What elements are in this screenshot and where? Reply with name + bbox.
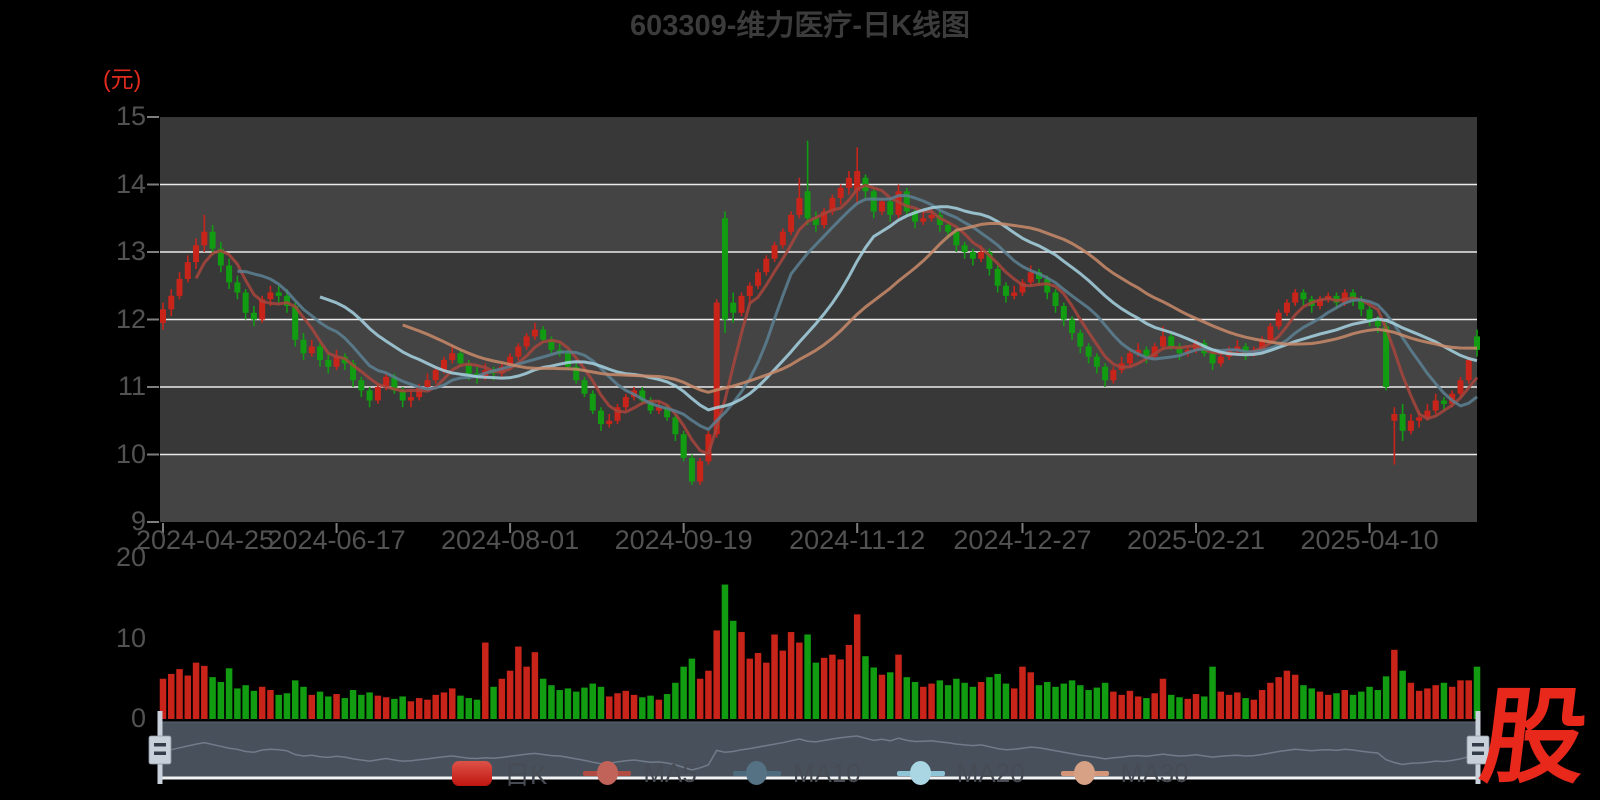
price-axis-label: 10 [115,438,146,469]
legend-item-ma30[interactable]: MA30 [1060,757,1189,789]
navigator[interactable] [148,711,1490,784]
legend-label-ma5: MA5 [643,757,697,788]
date-axis-label: 2024-04-25 [135,525,275,555]
date-axis-label: 2025-02-21 [1126,525,1266,555]
price-axis-label: 9 [130,506,146,536]
ma30-line [402,222,1477,394]
volume-axis-label: 20 [115,542,146,572]
volume-axis-label: 10 [115,622,146,653]
date-axis-label: 2024-11-12 [789,525,926,555]
legend-item-ma5[interactable]: MA5 [583,757,697,789]
volume-axis-label: 0 [130,703,146,733]
kline-swatch-icon [452,760,492,786]
chart-title: 603309-维力医疗-日K线图 [629,10,971,42]
ma20-line [319,205,1478,412]
date-axis-label: 2025-04-10 [1300,525,1439,555]
price-unit-label: (元) [103,66,142,92]
brand-logo: 股 [1474,680,1594,796]
legend-label-ma10: MA10 [792,757,861,788]
ma30-marker-icon [1060,761,1109,785]
date-axis-label: 2024-08-01 [441,525,580,555]
navigator-track[interactable] [160,722,1478,777]
ma5-marker-icon [583,761,632,785]
legend: 日K MA5 MA10 MA20 MA30 [452,756,1189,790]
legend-label-ma20: MA20 [956,757,1025,788]
navigator-right-handle[interactable] [1466,711,1490,784]
legend-item-ma10[interactable]: MA10 [732,757,861,789]
legend-item-kline[interactable]: 日K [452,755,547,792]
price-axis-label: 11 [117,371,146,401]
legend-item-ma20[interactable]: MA20 [896,757,1025,789]
legend-label-ma30: MA30 [1120,757,1189,788]
date-axis-label: 2024-09-19 [614,525,753,555]
price-axis-label: 15 [115,101,146,131]
navigator-left-handle[interactable] [148,711,172,784]
ma10-marker-icon [732,761,781,785]
ma10-line [237,194,1478,431]
price-axis-label: 13 [115,236,146,266]
legend-label-kline: 日K [504,759,548,790]
navigator-overview-line [162,735,1478,771]
price-axis-label: 14 [115,168,146,199]
price-axis-label: 12 [115,303,146,334]
volume-bars [159,584,1481,719]
date-axis-label: 2024-06-17 [267,525,406,555]
ma5-line [194,183,1479,456]
date-axis-label: 2024-12-27 [953,525,1092,555]
ma20-marker-icon [896,761,945,785]
